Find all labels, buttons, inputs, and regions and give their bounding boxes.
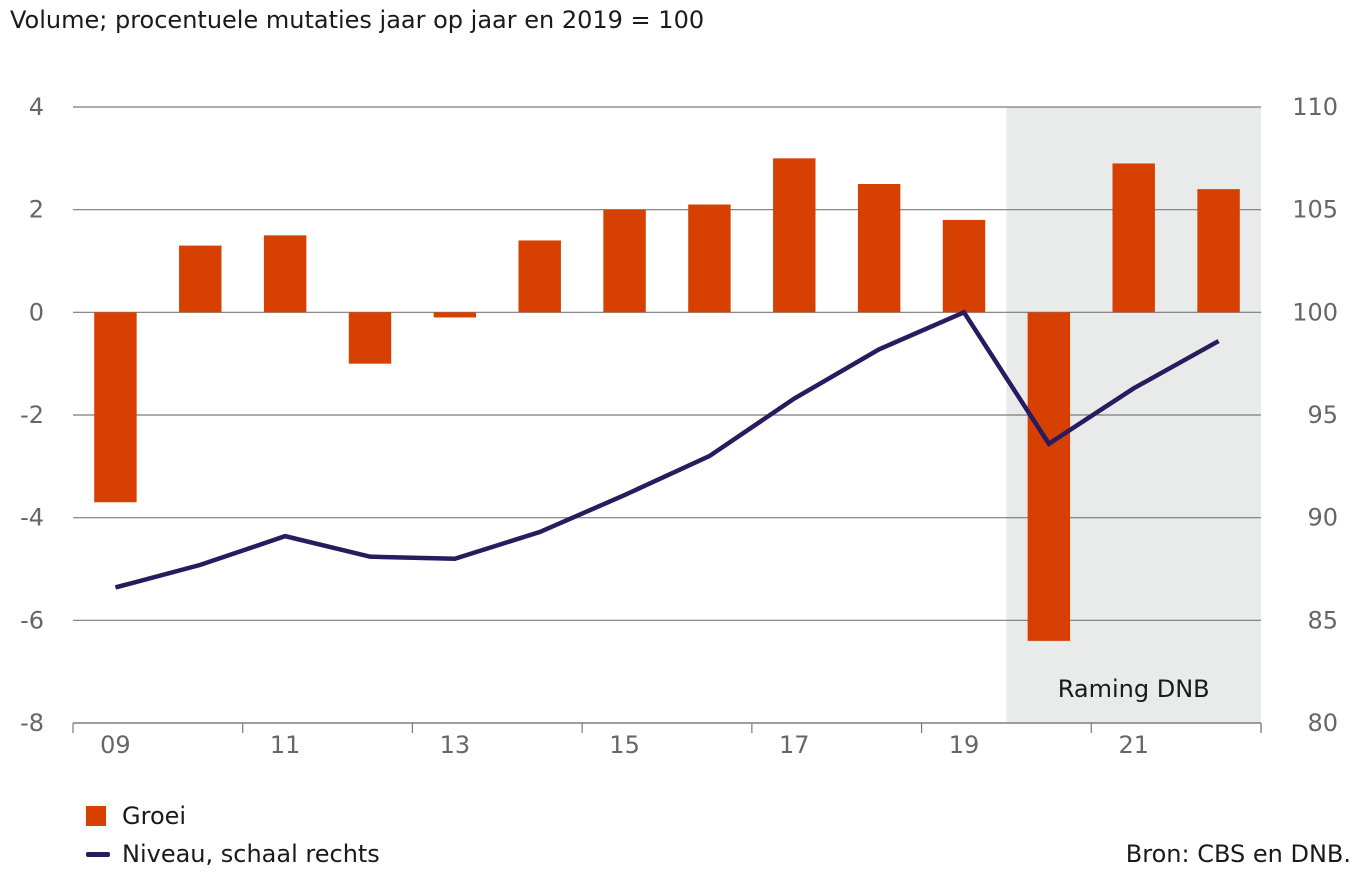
forecast-label: Raming DNB — [1058, 675, 1210, 703]
bar-groei-2019 — [942, 219, 986, 313]
y-right-tick-label: 90 — [1307, 504, 1338, 532]
bar-groei-2017 — [773, 158, 816, 313]
combo-chart: Raming DNB 09 11 13 15 17 19 21 4 2 0 -2 -4 -6 -8 110 1… — [20, 93, 1338, 759]
legend-item-groei: Groei — [86, 802, 186, 830]
axes — [72, 722, 1262, 733]
x-tick-label: 21 — [1118, 731, 1149, 759]
bar-groei-2018 — [857, 184, 901, 313]
chart-subtitle: Volume; procentuele mutaties jaar op jaa… — [10, 6, 705, 34]
x-tick-label: 15 — [609, 731, 640, 759]
y-right-tick-label: 100 — [1292, 298, 1338, 326]
y-left-tick-label: -2 — [20, 401, 44, 429]
bar-groei-2022 — [1197, 189, 1240, 313]
line-niveau — [114, 309, 1220, 590]
bar-groei-2014 — [518, 240, 561, 313]
legend-swatch-line — [86, 851, 110, 857]
y-right-tick-label: 95 — [1307, 401, 1338, 429]
x-tick-label: 17 — [779, 731, 810, 759]
y-right-tick-label: 110 — [1292, 93, 1338, 121]
bar-series-groei — [94, 158, 1240, 641]
y-left-tick-label: 4 — [29, 93, 44, 121]
y-left-tick-label: 2 — [29, 196, 44, 224]
bar-groei-2011 — [263, 235, 307, 313]
bar-groei-2016 — [688, 204, 731, 313]
legend-item-niveau: Niveau, schaal rechts — [86, 840, 380, 868]
y-left-tick-label: 0 — [29, 298, 44, 326]
tick-labels: 09 11 13 15 17 19 21 4 2 0 -2 -4 -6 -8 110 105 100 95 90 85… — [20, 93, 1338, 759]
bar-groei-2010 — [179, 245, 222, 313]
bar-groei-2015 — [603, 209, 646, 313]
bar-groei-2009 — [94, 312, 137, 503]
x-tick-label: 11 — [270, 731, 301, 759]
line-series-niveau — [114, 309, 1220, 590]
y-right-tick-label: 85 — [1307, 606, 1338, 634]
y-right-tick-label: 105 — [1292, 196, 1338, 224]
legend-swatch-bar — [86, 806, 106, 826]
y-left-tick-label: -4 — [20, 504, 44, 532]
x-tick-label: 09 — [100, 731, 131, 759]
source-note: Bron: CBS en DNB. — [1125, 840, 1351, 868]
legend-label-groei: Groei — [122, 802, 187, 830]
bar-groei-2012 — [348, 312, 392, 364]
bar-groei-2013 — [433, 312, 477, 318]
bar-groei-2020 — [1027, 312, 1071, 641]
y-left-tick-label: -8 — [20, 709, 44, 737]
x-tick-label: 13 — [440, 731, 471, 759]
x-tick-label: 19 — [949, 731, 980, 759]
y-right-tick-label: 80 — [1307, 709, 1338, 737]
bar-groei-2021 — [1112, 163, 1155, 313]
legend-label-niveau: Niveau, schaal rechts — [122, 840, 380, 868]
y-left-tick-label: -6 — [20, 606, 44, 634]
